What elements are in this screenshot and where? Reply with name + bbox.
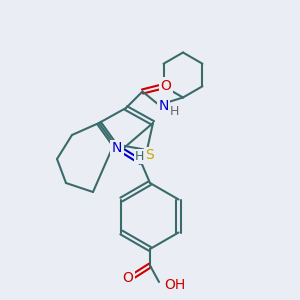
Text: S: S (146, 148, 154, 162)
Text: O: O (160, 79, 171, 92)
Text: H: H (135, 150, 144, 163)
Text: OH: OH (164, 278, 186, 292)
Text: H: H (169, 105, 179, 118)
Text: O: O (123, 271, 134, 284)
Text: N: N (158, 100, 169, 113)
Text: N: N (112, 142, 122, 155)
